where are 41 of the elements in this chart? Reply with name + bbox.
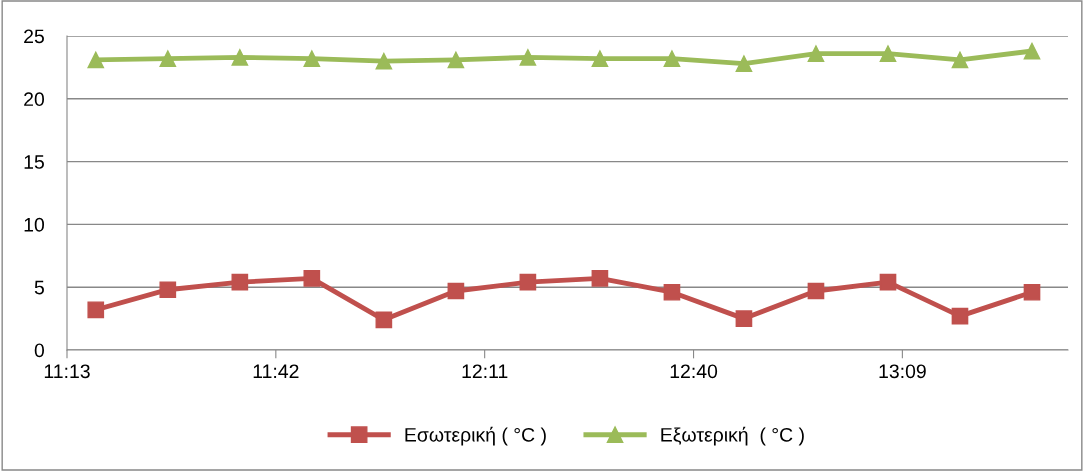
point — [231, 49, 249, 66]
x-tick-label: 12:40 — [670, 364, 718, 379]
y-tick-label: 10 — [24, 217, 45, 232]
point — [951, 51, 969, 69]
point — [807, 282, 825, 300]
point — [519, 49, 537, 66]
point — [951, 307, 969, 325]
point — [447, 51, 465, 69]
point — [663, 283, 681, 301]
y-tick-label: 20 — [24, 92, 45, 107]
point — [303, 50, 321, 67]
point — [159, 281, 177, 299]
point — [87, 51, 105, 69]
point — [879, 45, 897, 62]
point — [591, 50, 609, 67]
point — [879, 273, 897, 291]
point — [447, 282, 465, 300]
point — [159, 50, 177, 67]
legend-label: Εσωτερική ( °C ) — [405, 426, 546, 446]
point — [231, 273, 249, 291]
point — [1023, 283, 1041, 301]
point — [663, 50, 681, 67]
x-tick-label: 11:13 — [44, 364, 90, 379]
point — [591, 270, 609, 287]
point — [735, 310, 753, 327]
point — [735, 55, 753, 72]
y-tick-label: 15 — [24, 155, 44, 169]
point — [375, 52, 393, 70]
point — [519, 273, 537, 291]
point — [807, 45, 825, 62]
point — [1023, 42, 1041, 60]
x-tick-label: 12:11 — [462, 364, 508, 378]
y-tick-label: 5 — [34, 280, 44, 295]
point — [303, 270, 321, 287]
legend-label: Εξωτερική ( °C ) — [661, 426, 804, 446]
point — [87, 301, 105, 319]
y-tick-label: 25 — [24, 29, 44, 44]
y-tick-label: 0 — [34, 343, 45, 358]
x-tick-label: 13:09 — [879, 364, 926, 379]
point — [375, 311, 393, 329]
x-tick-label: 11:42 — [253, 364, 299, 378]
